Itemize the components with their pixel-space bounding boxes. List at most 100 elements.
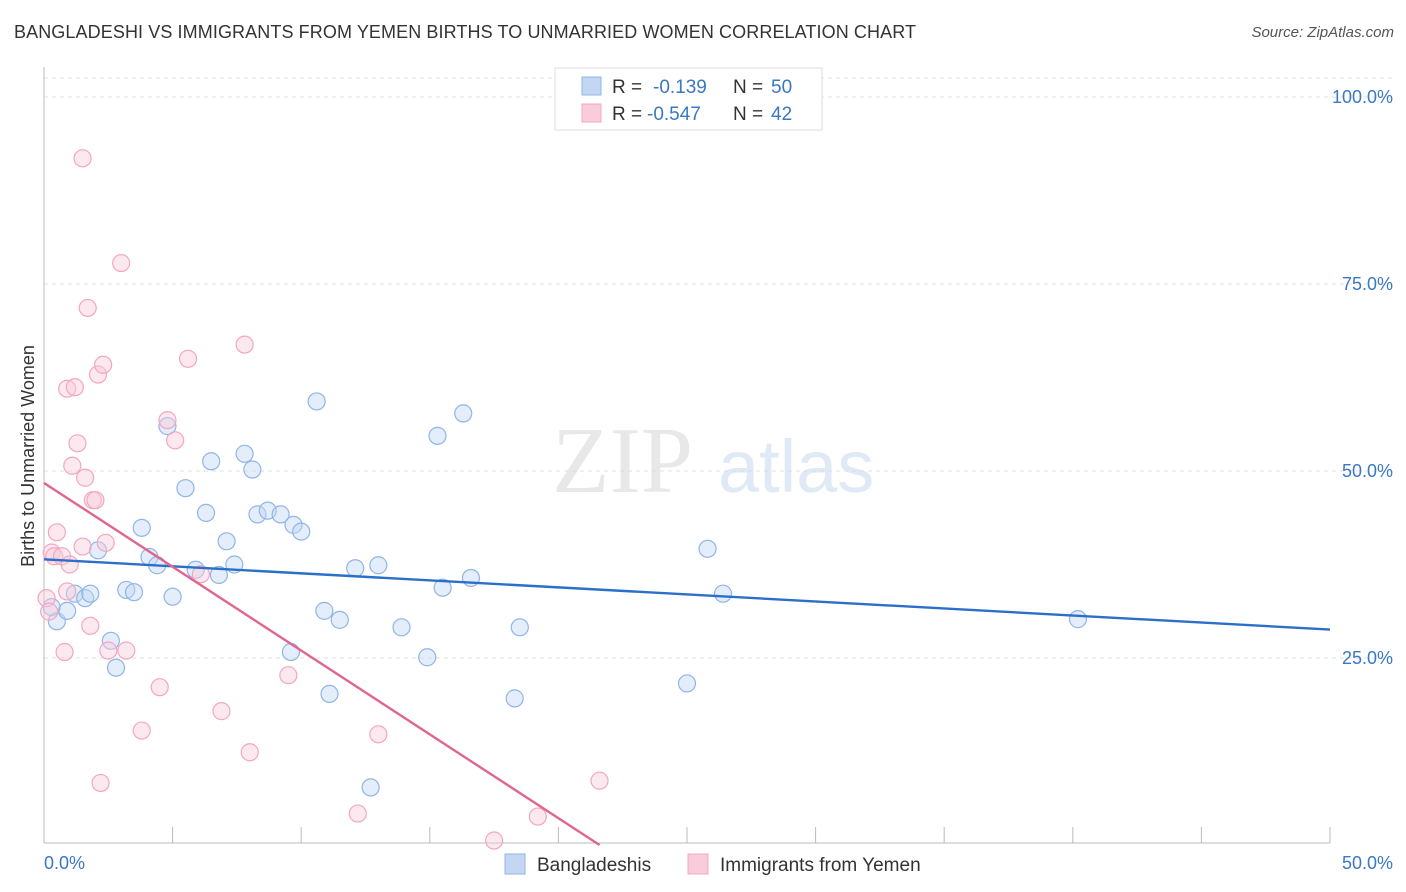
point-bangladeshis [418, 648, 437, 667]
point-bangladeshis [88, 541, 108, 560]
point-yemen [58, 582, 77, 601]
point-yemen [68, 434, 87, 453]
point-yemen [279, 666, 298, 685]
point-yemen [73, 149, 92, 168]
y-axis-tick-labels: 100.0% 75.0% 50.0% 25.0% [1332, 87, 1393, 668]
point-yemen [132, 721, 151, 740]
x-tick-label-max: 50.0% [1342, 853, 1393, 873]
legend-r-value-2: -0.547 [647, 104, 701, 125]
trend-lines [43, 481, 1331, 847]
y-tick-label: 50.0% [1342, 461, 1393, 481]
source-label: Source: ZipAtlas.com [1251, 24, 1394, 41]
series-legend: Bangladeshis Immigrants from Yemen [504, 853, 921, 876]
bottom-legend-label-yemen: Immigrants from Yemen [720, 855, 921, 876]
point-bangladeshis [677, 674, 697, 693]
point-bangladeshis [58, 601, 77, 620]
point-yemen [58, 379, 77, 398]
point-bangladeshis [315, 601, 334, 620]
point-bangladeshis [248, 505, 267, 524]
point-yemen [60, 555, 79, 574]
point-yemen [78, 298, 97, 318]
point-yemen [178, 349, 198, 368]
point-bangladeshis [163, 587, 182, 606]
point-yemen [212, 702, 231, 721]
point-yemen [65, 378, 84, 397]
point-yemen [240, 743, 259, 762]
point-bangladeshis [243, 460, 262, 479]
point-bangladeshis [698, 539, 717, 558]
point-yemen [37, 589, 56, 608]
point-yemen [369, 725, 388, 744]
point-yemen [112, 253, 131, 273]
point-yemen [485, 831, 504, 850]
point-bangladeshis [292, 522, 311, 541]
point-yemen [94, 355, 113, 374]
y-axis-label: Births to Unmarried Women [18, 345, 38, 567]
point-bangladeshis [176, 479, 195, 498]
point-bangladeshis [81, 584, 100, 603]
legend-n-value-2: 42 [771, 104, 792, 125]
point-bangladeshis [106, 658, 126, 677]
point-bangladeshis [202, 452, 221, 471]
point-yemen [88, 365, 108, 384]
point-bangladeshis [454, 404, 473, 423]
point-bangladeshis [124, 583, 144, 602]
bottom-legend-label-bangladeshis: Bangladeshis [537, 855, 651, 876]
point-bangladeshis [209, 565, 228, 585]
point-bangladeshis [505, 689, 524, 708]
point-bangladeshis [132, 518, 151, 537]
legend-swatch-blue [581, 76, 602, 96]
point-bangladeshis [428, 426, 447, 445]
point-bangladeshis [281, 642, 301, 662]
data-points [37, 149, 1088, 850]
legend-n-value-1: 50 [771, 77, 792, 98]
legend-r-value-1: -0.139 [653, 77, 707, 98]
watermark-zip: ZIP [552, 409, 693, 513]
point-bangladeshis [369, 556, 388, 575]
point-yemen [96, 533, 115, 552]
point-bangladeshis [320, 684, 339, 704]
point-bangladeshis [713, 584, 733, 603]
point-bangladeshis [217, 532, 236, 551]
y-tick-label: 25.0% [1342, 648, 1393, 668]
point-bangladeshis [158, 417, 177, 436]
point-yemen [76, 468, 95, 487]
legend-swatch-pink [581, 103, 602, 123]
point-yemen [590, 771, 609, 790]
point-yemen [158, 411, 177, 430]
point-bangladeshis [1068, 610, 1088, 629]
point-yemen [47, 523, 66, 542]
bottom-legend-swatch-bangladeshis [504, 853, 526, 875]
point-bangladeshis [433, 578, 452, 597]
point-yemen [348, 804, 367, 823]
point-yemen [73, 537, 92, 556]
point-yemen [55, 642, 74, 662]
point-yemen [63, 456, 82, 475]
point-bangladeshis [330, 610, 349, 629]
point-yemen [40, 602, 59, 621]
point-yemen [81, 616, 100, 635]
point-bangladeshis [510, 618, 529, 637]
bottom-legend-swatch-yemen [687, 853, 709, 875]
legend-r-label-1: R = [612, 77, 642, 98]
point-yemen [235, 335, 254, 354]
point-bangladeshis [271, 505, 290, 524]
point-bangladeshis [361, 778, 380, 797]
chart-title: BANGLADESHI VS IMMIGRANTS FROM YEMEN BIR… [14, 22, 917, 42]
point-yemen [150, 678, 169, 697]
watermark: ZIP atlas [552, 409, 874, 513]
point-yemen [166, 431, 185, 450]
watermark-atlas: atlas [718, 425, 874, 508]
trend-line-yemen [43, 481, 601, 847]
point-bangladeshis [196, 503, 216, 522]
point-bangladeshis [392, 618, 411, 637]
point-bangladeshis [307, 392, 326, 411]
point-yemen [86, 491, 105, 510]
point-bangladeshis [346, 559, 365, 578]
point-yemen [191, 565, 210, 584]
legend-n-label-1: N = [733, 77, 763, 98]
point-yemen [99, 641, 118, 660]
legend-n-label-2: N = [733, 104, 763, 125]
trend-line-bangladeshis [43, 558, 1331, 631]
